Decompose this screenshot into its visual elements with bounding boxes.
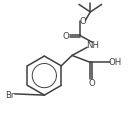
Text: O: O — [63, 32, 70, 41]
Text: O: O — [80, 17, 87, 26]
Text: O: O — [89, 79, 95, 88]
Text: OH: OH — [108, 58, 122, 67]
Text: NH: NH — [86, 41, 99, 51]
Text: Br: Br — [5, 91, 14, 100]
